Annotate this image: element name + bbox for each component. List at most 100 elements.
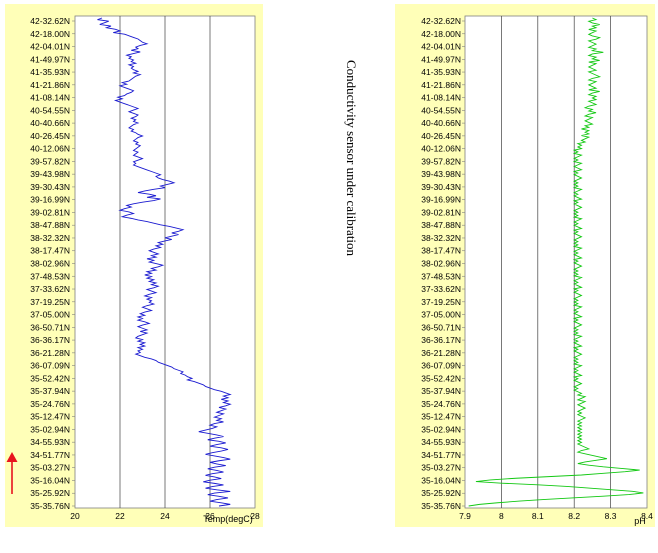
ph-latitude-label: 35-02.94N: [421, 424, 461, 434]
temp-latitude-label: 40-12.06N: [30, 144, 70, 154]
temp-latitude-label: 37-33.62N: [30, 284, 70, 294]
ph-latitude-label: 36-50.71N: [421, 322, 461, 332]
temp-latitude-label: 35-52.42N: [30, 373, 70, 383]
temp-latitude-label: 38-32.32N: [30, 233, 70, 243]
ph-gridlines: [501, 16, 611, 508]
temp-latitude-label: 40-26.45N: [30, 131, 70, 141]
ph-latitude-label: 37-48.53N: [421, 271, 461, 281]
temp-latitude-label: 38-17.47N: [30, 246, 70, 256]
temp-latitude-label: 35-02.94N: [30, 424, 70, 434]
temp-latitude-label: 40-40.66N: [30, 118, 70, 128]
ph-latitude-label: 37-19.25N: [421, 297, 461, 307]
temp-latitude-label: 39-57.82N: [30, 156, 70, 166]
ph-x-axis-label: pH: [634, 516, 646, 526]
ph-latitude-label: 35-52.42N: [421, 373, 461, 383]
ph-latitude-label: 42-32.62N: [421, 16, 461, 26]
temp-x-tick-label: 26: [205, 511, 215, 521]
temp-latitude-label: 35-37.94N: [30, 386, 70, 396]
temp-latitude-label: 42-18.00N: [30, 29, 70, 39]
temp-latitude-label: 39-02.81N: [30, 207, 70, 217]
temp-x-tick-label: 24: [160, 511, 170, 521]
ph-x-tick-label: 8.2: [568, 511, 580, 521]
ph-latitude-label: 36-36.17N: [421, 335, 461, 345]
ph-plot-frame: [464, 15, 648, 509]
temp-latitude-label: 35-16.04N: [30, 475, 70, 485]
temp-latitude-label: 34-51.77N: [30, 450, 70, 460]
temp-latitude-label: 36-36.17N: [30, 335, 70, 345]
temp-latitude-label: 41-21.86N: [30, 80, 70, 90]
ph-latitude-label: 36-07.09N: [421, 361, 461, 371]
temp-latitude-label: 35-25.92N: [30, 488, 70, 498]
temp-latitude-label: 36-21.28N: [30, 348, 70, 358]
ph-latitude-label: 41-35.93N: [421, 67, 461, 77]
ph-latitude-label: 42-18.00N: [421, 29, 461, 39]
temp-x-tick-label: 20: [70, 511, 80, 521]
ph-latitude-label: 35-25.92N: [421, 488, 461, 498]
temp-latitude-label: 35-35.76N: [30, 501, 70, 511]
ph-latitude-label: 37-05.00N: [421, 310, 461, 320]
ph-latitude-label: 38-32.32N: [421, 233, 461, 243]
ph-latitude-label: 39-16.99N: [421, 195, 461, 205]
temp-latitude-label: 38-02.96N: [30, 259, 70, 269]
ph-latitude-label: 42-04.01N: [421, 42, 461, 52]
ph-x-tick-label: 8.4: [641, 511, 653, 521]
temperature-latitude-labels: 42-32.62N 42-18.00N 42-04.01N 41-49.97N 41-3…: [30, 16, 75, 511]
ph-x-tick-label: 8.3: [605, 511, 617, 521]
ph-latitude-label: 39-57.82N: [421, 156, 461, 166]
ph-latitude-label: 35-12.47N: [421, 412, 461, 422]
ph-latitude-label: 34-51.77N: [421, 450, 461, 460]
temperature-panel: 42-32.62N 42-18.00N 42-04.01N 41-49.97N 41-3…: [5, 4, 263, 527]
temp-latitude-label: 36-07.09N: [30, 361, 70, 371]
ph-series-line: [468, 17, 644, 507]
ph-x-tick-labels: 7.9 8 8.1 8.2 8.3 8.4: [459, 511, 653, 521]
ph-latitude-label: 39-30.43N: [421, 182, 461, 192]
ph-x-tick-label: 7.9: [459, 511, 471, 521]
temp-x-tick-label: 28: [250, 511, 260, 521]
ph-latitude-label: 35-35.76N: [421, 501, 461, 511]
temp-latitude-label: 41-35.93N: [30, 67, 70, 77]
ph-latitude-label: 38-47.88N: [421, 220, 461, 230]
temp-latitude-label: 41-08.14N: [30, 93, 70, 103]
ph-latitude-label: 41-08.14N: [421, 93, 461, 103]
ph-x-tick-label: 8.1: [532, 511, 544, 521]
temp-latitude-label: 37-48.53N: [30, 271, 70, 281]
ph-latitude-label: 35-24.76N: [421, 399, 461, 409]
ph-latitude-label: 38-17.47N: [421, 246, 461, 256]
temp-latitude-label: 36-50.71N: [30, 322, 70, 332]
calibration-note: Conductivity sensor under calibration: [344, 60, 359, 257]
temp-latitude-label: 42-04.01N: [30, 42, 70, 52]
temperature-series-line: [97, 17, 232, 507]
temp-latitude-label: 40-54.55N: [30, 105, 70, 115]
ph-latitude-label: 38-02.96N: [421, 259, 461, 269]
temp-latitude-label: 37-19.25N: [30, 297, 70, 307]
ph-latitude-label: 39-43.98N: [421, 169, 461, 179]
ph-latitude-label: 40-12.06N: [421, 144, 461, 154]
ph-latitude-label: 37-33.62N: [421, 284, 461, 294]
ph-latitude-label: 40-40.66N: [421, 118, 461, 128]
temp-latitude-label: 39-43.98N: [30, 169, 70, 179]
temp-latitude-label: 42-32.62N: [30, 16, 70, 26]
up-arrow-icon: [6, 452, 18, 494]
ph-latitude-label: 36-21.28N: [421, 348, 461, 358]
ph-latitude-label: 40-54.55N: [421, 105, 461, 115]
temp-latitude-label: 41-49.97N: [30, 54, 70, 64]
temp-latitude-label: 35-12.47N: [30, 412, 70, 422]
temp-latitude-label: 34-55.93N: [30, 437, 70, 447]
ph-latitude-label: 34-55.93N: [421, 437, 461, 447]
ph-panel: 42-32.62N 42-18.00N 42-04.01N 41-49.97N 41-3…: [395, 4, 655, 527]
temp-latitude-label: 38-47.88N: [30, 220, 70, 230]
ph-x-tick-label: 8: [499, 511, 504, 521]
ph-latitude-label: 40-26.45N: [421, 131, 461, 141]
ph-latitude-label: 41-21.86N: [421, 80, 461, 90]
temp-x-tick-label: 22: [115, 511, 125, 521]
temp-latitude-label: 39-30.43N: [30, 182, 70, 192]
temp-latitude-label: 35-24.76N: [30, 399, 70, 409]
temp-latitude-label: 35-03.27N: [30, 463, 70, 473]
temperature-x-tick-labels: 20 22 24 26 28: [70, 511, 260, 521]
ph-latitude-label: 41-49.97N: [421, 54, 461, 64]
ph-latitude-label: 35-37.94N: [421, 386, 461, 396]
temperature-x-axis-label: Temp(degC): [203, 514, 253, 524]
ph-latitude-label: 35-16.04N: [421, 475, 461, 485]
ph-latitude-label: 39-02.81N: [421, 207, 461, 217]
